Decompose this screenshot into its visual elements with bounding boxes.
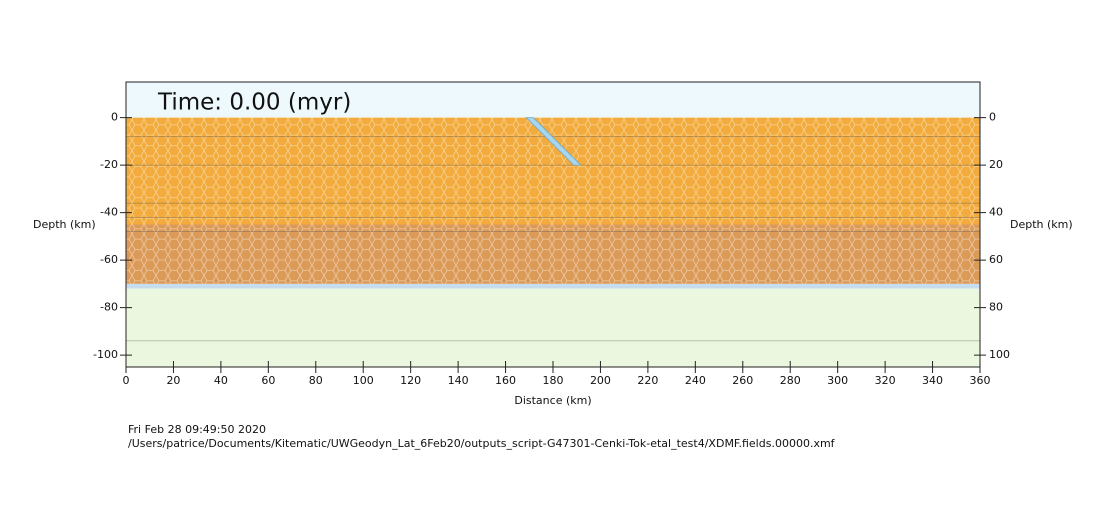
x-tick-label: 180 [543, 374, 564, 387]
chart-title: Time: 0.00 (myr) [157, 90, 351, 116]
x-tick-label: 40 [214, 374, 228, 387]
x-tick-label: 320 [875, 374, 896, 387]
y2-axis-label: Depth (km) [1010, 218, 1073, 231]
x-tick-label: 140 [448, 374, 469, 387]
x-tick-label: 80 [309, 374, 323, 387]
x-tick-label: 280 [780, 374, 801, 387]
footer-date: Fri Feb 28 09:49:50 2020 [128, 423, 266, 436]
x-tick-label: 220 [637, 374, 658, 387]
x-axis-label: Distance (km) [514, 394, 591, 407]
layer [126, 82, 980, 118]
x-tick-label: 60 [261, 374, 275, 387]
y-axis-label: Depth (km) [33, 218, 96, 231]
y-tick-label: -40 [100, 206, 118, 219]
x-tick-label: 240 [685, 374, 706, 387]
y2-tick-label: 0 [989, 111, 996, 124]
x-tick-label: 300 [827, 374, 848, 387]
y2-tick-label: 80 [989, 301, 1003, 314]
y2-tick-label: 20 [989, 158, 1003, 171]
x-tick-label: 120 [400, 374, 421, 387]
layer [126, 288, 980, 367]
x-tick-label: 20 [166, 374, 180, 387]
x-tick-label: 0 [123, 374, 130, 387]
x-tick-label: 100 [353, 374, 374, 387]
y2-tick-label: 40 [989, 206, 1003, 219]
y-tick-label: 0 [111, 111, 118, 124]
x-tick-label: 160 [495, 374, 516, 387]
footer-path: /Users/patrice/Documents/Kitematic/UWGeo… [128, 437, 836, 450]
x-tick-label: 360 [970, 374, 991, 387]
y-tick-label: -60 [100, 253, 118, 266]
y-tick-label: -20 [100, 158, 118, 171]
layer [126, 283, 980, 289]
weak-zone [525, 117, 582, 166]
y2-tick-label: 100 [989, 348, 1010, 361]
x-tick-label: 260 [732, 374, 753, 387]
x-tick-label: 340 [922, 374, 943, 387]
x-tick-label: 200 [590, 374, 611, 387]
y-tick-label: -80 [100, 301, 118, 314]
y2-tick-label: 60 [989, 253, 1003, 266]
layer-texture [126, 224, 980, 284]
y-tick-label: -100 [93, 348, 118, 361]
layer-texture [126, 117, 980, 225]
